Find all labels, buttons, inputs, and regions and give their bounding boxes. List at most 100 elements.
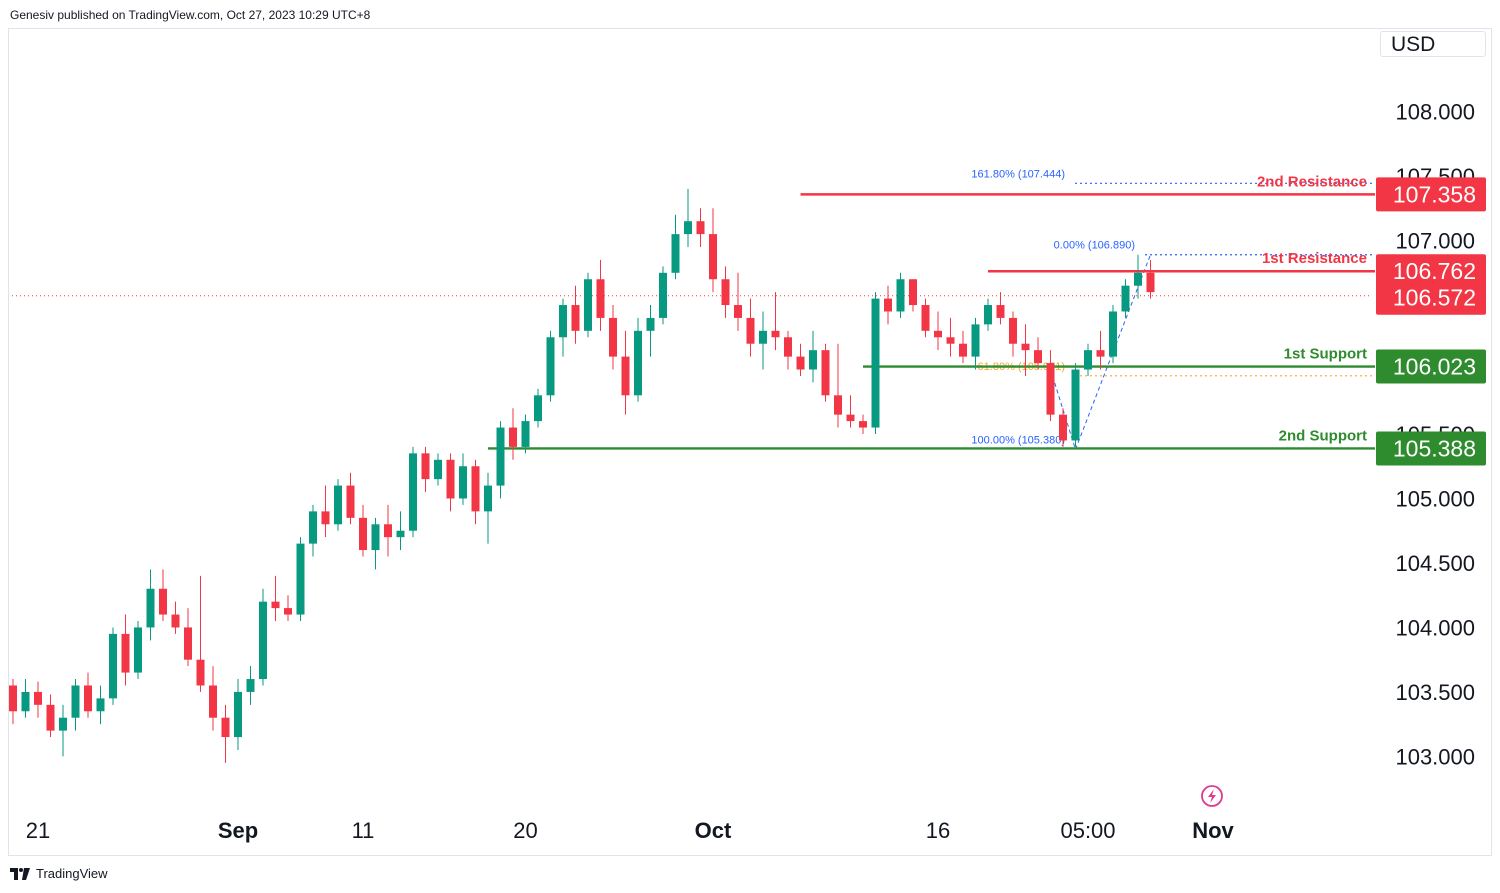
candle-body	[959, 343, 967, 357]
candle-body	[534, 395, 542, 422]
candle-body	[171, 614, 180, 628]
candle-body	[371, 524, 380, 551]
candle-body	[984, 305, 992, 325]
candle-body	[209, 685, 217, 718]
fibonacci-extension: 161.80% (107.444)0.00% (106.890)61.80% (…	[971, 168, 1372, 451]
candle-body	[709, 234, 717, 280]
level-badge	[1376, 177, 1486, 212]
level-label: 1st Resistance	[1262, 250, 1367, 267]
candle-body	[496, 427, 505, 486]
y-tick-label: 103.000	[1395, 744, 1475, 769]
candle-body	[1084, 350, 1092, 370]
candle-body	[1121, 285, 1130, 312]
candle-body	[109, 633, 117, 699]
candle-body	[334, 485, 342, 525]
candle-body	[446, 459, 455, 499]
candle-body	[9, 685, 17, 712]
candle-body	[34, 691, 42, 705]
candle-body	[1134, 272, 1142, 286]
candle-body	[609, 317, 617, 357]
candlesticks	[9, 188, 1155, 763]
x-tick-label: 20	[513, 818, 537, 843]
candle-body	[671, 234, 680, 273]
candle-body	[459, 466, 467, 499]
candle-body	[571, 305, 580, 331]
fib-level-label: 100.00% (105.380)	[971, 434, 1065, 446]
candle-body	[71, 685, 80, 718]
candle-body	[634, 330, 642, 396]
candle-body	[921, 305, 930, 331]
candle-body	[946, 337, 955, 344]
candle-body	[896, 279, 905, 312]
last-price-badge-text: 106.572	[1393, 285, 1476, 311]
candle-body	[484, 485, 492, 512]
candle-body	[746, 317, 755, 344]
candle-body	[1096, 350, 1105, 357]
candle-body	[884, 298, 892, 312]
y-tick-label: 104.000	[1395, 615, 1475, 640]
tradingview-logo-icon	[10, 867, 30, 880]
candle-body	[759, 330, 767, 344]
y-tick-label: 103.500	[1395, 680, 1475, 705]
x-tick-label: Sep	[218, 818, 258, 843]
candle-body	[221, 717, 230, 738]
level-badge	[1376, 431, 1486, 466]
candle-body	[771, 330, 780, 338]
candle-body	[621, 356, 630, 396]
candle-body	[284, 608, 292, 615]
candle-body	[134, 627, 142, 673]
candle-body	[546, 337, 555, 396]
candle-body	[184, 627, 192, 660]
footer-brand: TradingView	[36, 866, 108, 881]
candle-body	[559, 305, 567, 338]
lightning-icon[interactable]	[1201, 785, 1223, 807]
candle-body	[384, 524, 392, 538]
candle-body	[696, 221, 705, 235]
x-tick-label: Nov	[1192, 818, 1234, 843]
candle-body	[596, 279, 605, 318]
x-tick-label: 05:00	[1060, 818, 1115, 843]
candle-body	[396, 530, 405, 538]
candle-body	[909, 279, 917, 306]
fib-level-label: 0.00% (106.890)	[1054, 240, 1135, 252]
candle-body	[796, 356, 805, 370]
candle-body	[246, 679, 255, 692]
candle-body	[584, 279, 592, 331]
candle-body	[1034, 350, 1042, 364]
candle-body	[971, 324, 980, 357]
candle-body	[1071, 369, 1080, 441]
candle-body	[1009, 317, 1017, 344]
candle-body	[1046, 363, 1055, 415]
x-tick-label: 11	[352, 818, 375, 843]
candle-body	[934, 330, 942, 338]
candle-body	[871, 298, 880, 428]
candle-body	[234, 691, 242, 738]
candle-body	[84, 685, 92, 712]
last-price-badge	[1376, 280, 1486, 315]
candle-body	[659, 272, 667, 318]
candle-body	[846, 414, 855, 422]
candle-body	[321, 511, 330, 525]
candle-body	[409, 453, 417, 531]
level-label: 1st Support	[1284, 346, 1367, 363]
candle-body	[821, 350, 830, 396]
candle-body	[309, 511, 317, 544]
x-tick-label: 21	[26, 818, 50, 843]
price-badges: 107.358 106.762 106.023 105.388 106.572	[1376, 177, 1486, 466]
candle-body	[859, 421, 867, 428]
y-tick-label: 104.500	[1395, 551, 1475, 576]
candle-body	[1021, 343, 1030, 351]
candle-body	[734, 305, 742, 318]
candle-body	[346, 485, 355, 518]
level-badge	[1376, 254, 1486, 289]
fib-level-label: 161.80% (107.444)	[971, 168, 1065, 180]
candle-body	[784, 337, 792, 357]
candle-body	[996, 305, 1005, 318]
y-tick-label: 108.000	[1395, 100, 1475, 125]
candle-body	[684, 221, 692, 235]
candle-body	[521, 421, 530, 447]
y-tick-label: 105.000	[1395, 486, 1475, 511]
currency-selector-button[interactable]: USD	[1380, 31, 1486, 57]
candle-body	[259, 601, 267, 680]
